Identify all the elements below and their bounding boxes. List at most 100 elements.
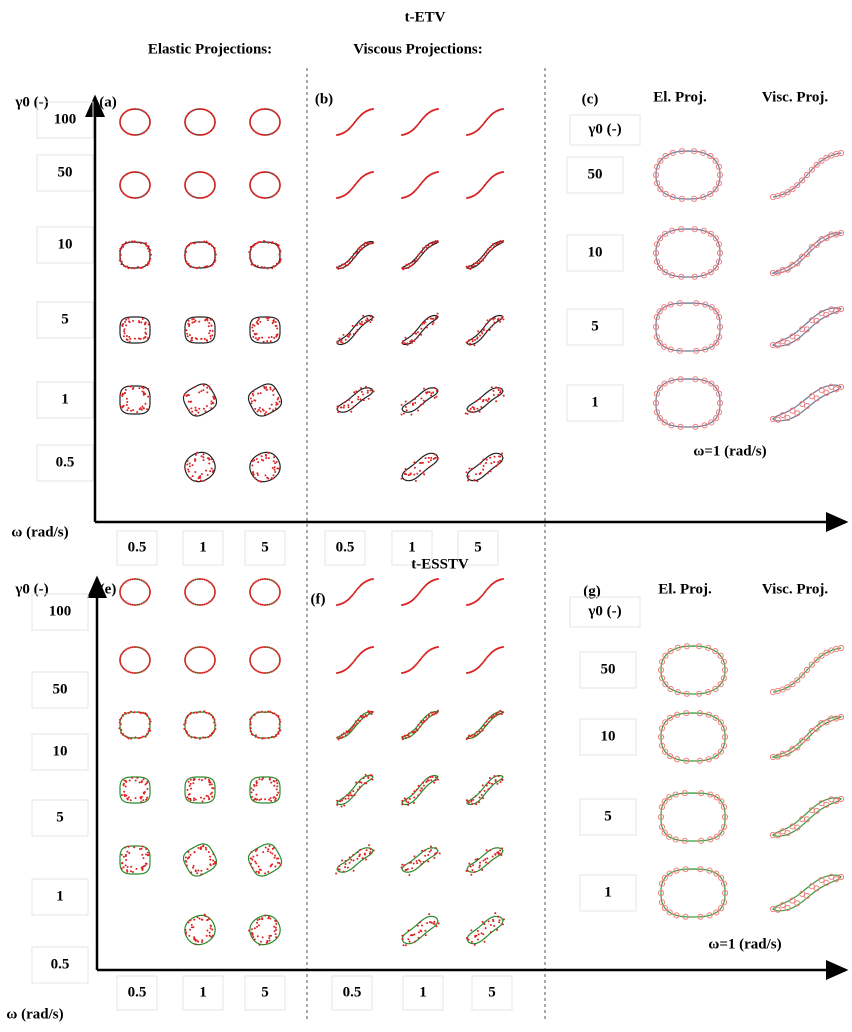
data-point — [492, 713, 495, 716]
data-point — [837, 873, 845, 881]
data-point — [188, 193, 191, 196]
data-point — [147, 126, 150, 129]
label-box — [244, 530, 286, 566]
data-point — [214, 259, 217, 262]
data-point — [144, 242, 147, 245]
data-point — [499, 781, 502, 784]
data-point — [693, 300, 700, 307]
data-point — [249, 186, 252, 189]
data-point — [139, 407, 142, 410]
panel-label: (a) — [99, 94, 117, 110]
data-point — [674, 711, 681, 718]
data-point — [193, 918, 196, 921]
data-point — [146, 176, 149, 179]
data-point — [279, 720, 282, 723]
data-point — [146, 264, 149, 267]
data-point — [486, 472, 489, 475]
data-point — [185, 860, 188, 863]
data-point — [249, 595, 252, 598]
data-point — [417, 660, 420, 663]
data-point — [190, 337, 193, 340]
data-point — [197, 869, 200, 872]
data-point — [212, 115, 215, 118]
data-point — [351, 123, 354, 126]
data-point — [265, 388, 268, 391]
data-point — [205, 109, 208, 112]
data-point — [275, 335, 278, 338]
data-point — [274, 321, 277, 324]
data-point — [828, 383, 835, 390]
data-point — [148, 188, 151, 191]
data-point — [498, 242, 501, 245]
data-point — [278, 253, 281, 256]
data-point — [485, 398, 488, 401]
data-point — [420, 327, 423, 330]
data-point — [124, 846, 127, 849]
data-point — [482, 859, 485, 862]
data-point — [207, 601, 210, 604]
data-point — [208, 322, 211, 325]
data-point — [400, 413, 403, 416]
data-point — [430, 394, 433, 397]
data-point — [274, 797, 277, 800]
data-point — [350, 401, 353, 404]
data-point — [259, 108, 262, 111]
data-point — [142, 778, 145, 781]
data-point — [481, 332, 484, 335]
data-point — [483, 789, 486, 792]
x-tick-label: 5 — [261, 984, 269, 1000]
data-point — [185, 178, 188, 181]
data-point — [481, 593, 484, 596]
data-point — [213, 247, 216, 250]
data-point — [405, 798, 408, 801]
data-point — [133, 267, 136, 270]
data-point — [692, 376, 699, 383]
data-point — [708, 419, 715, 426]
data-point — [656, 339, 663, 346]
data-point — [188, 174, 191, 177]
label-box — [471, 975, 513, 1011]
data-point — [437, 108, 439, 110]
data-point — [187, 408, 190, 411]
data-point — [275, 242, 278, 245]
data-point — [128, 779, 131, 782]
data-point — [140, 602, 143, 605]
data-point — [214, 728, 217, 731]
data-point — [696, 643, 703, 650]
data-point — [416, 862, 419, 865]
data-point — [209, 668, 212, 671]
data-point — [186, 332, 189, 335]
data-point — [273, 388, 276, 391]
data-point — [119, 181, 122, 184]
data-point — [276, 327, 279, 330]
data-point — [122, 335, 125, 338]
data-point — [194, 337, 197, 340]
data-point — [478, 864, 481, 867]
data-point — [356, 118, 359, 121]
data-point — [188, 649, 191, 652]
data-point — [401, 934, 404, 937]
data-point — [213, 588, 216, 591]
data-point — [717, 719, 724, 726]
data-point — [184, 856, 187, 859]
data-point — [207, 648, 210, 651]
data-point — [337, 267, 340, 270]
data-point — [676, 347, 683, 354]
data-point — [713, 384, 720, 391]
data-point — [493, 461, 496, 464]
data-point — [264, 474, 267, 477]
data-point — [467, 267, 470, 270]
data-point — [718, 874, 725, 881]
data-point — [251, 326, 254, 329]
data-point — [336, 266, 339, 269]
data-point — [412, 260, 415, 263]
data-point — [141, 390, 144, 393]
data-point — [405, 473, 408, 476]
label-box — [569, 596, 641, 628]
data-point — [274, 600, 277, 603]
data-point — [187, 851, 190, 854]
data-point — [421, 181, 424, 184]
data-point — [479, 664, 482, 667]
data-point — [209, 649, 212, 652]
data-point — [433, 853, 436, 856]
